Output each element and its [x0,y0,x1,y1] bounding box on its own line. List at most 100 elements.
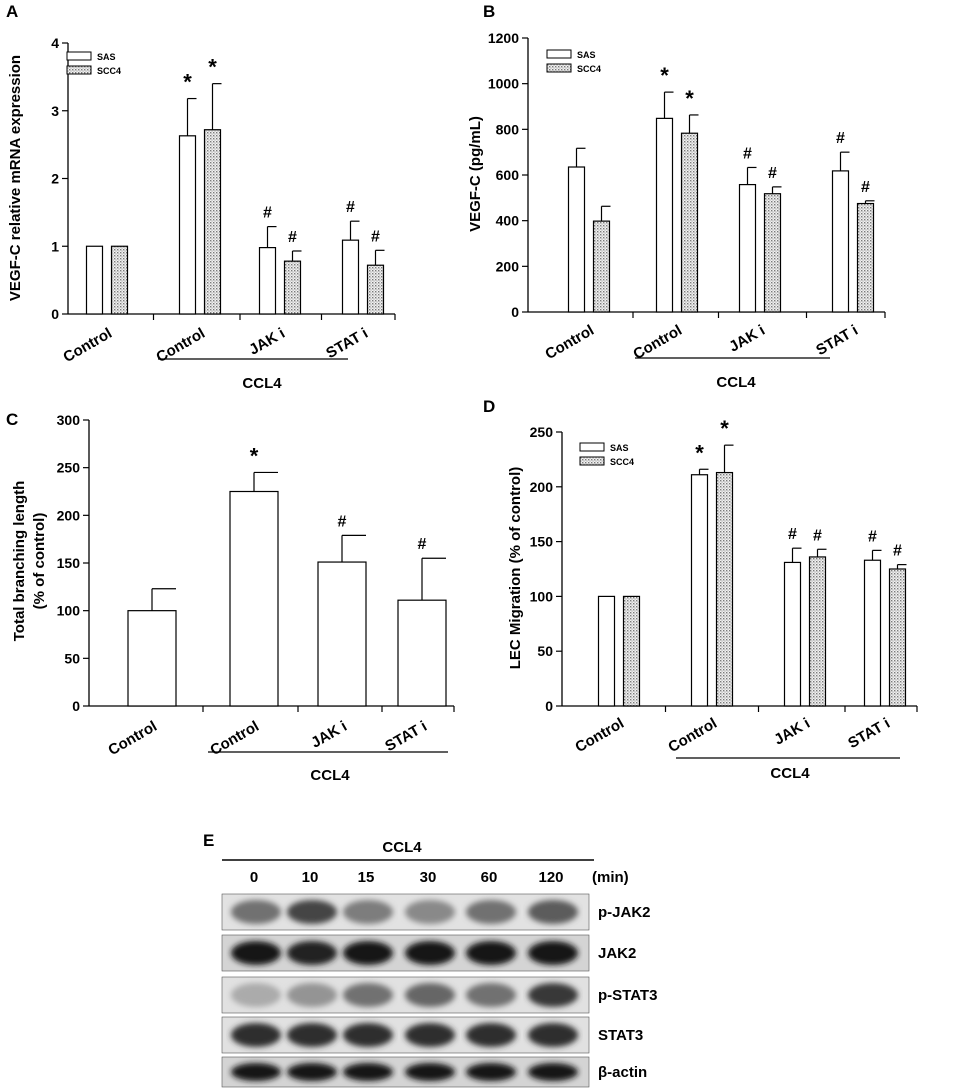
group-label: CCL4 [770,765,810,782]
y-axis-label: LEC Migration (% of control) [507,467,524,669]
legend-swatch-scc4 [546,63,572,73]
hash-mark: # [743,145,752,162]
y-tick-label: 150 [57,555,81,571]
bar-sas-2 [783,561,802,707]
band [466,900,516,924]
band [287,1063,337,1081]
asterisk-mark: * [695,440,704,465]
blot-row-0: p-JAK2 [221,893,651,931]
hash-mark: # [371,228,380,245]
legend-label: SCC4 [577,64,601,74]
category-label: Control [665,715,720,756]
panel-letter: E [203,831,214,850]
bar-sas-2 [738,183,757,313]
y-tick-label: 0 [51,306,59,322]
y-axis-label-line2: (% of control) [31,513,48,610]
band [528,1063,578,1081]
panel-letter: A [6,2,18,21]
timepoint-label: 60 [481,869,498,886]
group-label: CCL4 [242,375,282,392]
timepoint-label: 15 [358,869,375,886]
hash-mark: # [788,526,797,543]
category-label: Control [542,322,597,363]
bar-value-1 [229,490,279,707]
y-tick-label: 50 [64,650,80,666]
band [287,983,337,1007]
hash-mark: # [813,527,822,544]
y-tick-label: 100 [57,603,81,619]
category-label: JAK i [726,322,768,356]
bar-scc4-2 [763,193,782,313]
y-axis-label: VEGF-C (pg/mL) [467,116,484,232]
panel-e: E CCL4 0 10 15 30 60 120 (min) p-JAK2 JAK2 p-STAT3 S… [203,831,657,1088]
y-tick-label: 0 [511,304,519,320]
group-label: CCL4 [310,767,350,784]
legend-swatch-sas [579,442,605,452]
y-tick-label: 1200 [488,30,519,46]
legend-label: SCC4 [610,457,634,467]
panel-b: B 0 200 400 600 800 1000 1200 VEGF-C (pg/mL) * # # *… [467,2,886,391]
hash-mark: # [836,130,845,147]
band [528,941,578,965]
band-label: STAT3 [598,1027,643,1044]
time-unit-label: (min) [592,869,629,886]
bar-sas-1 [690,474,709,707]
band [231,900,281,924]
bar-sas-1 [655,117,674,313]
bar-sas-2 [258,247,277,315]
legend-swatch-sas [546,49,572,59]
band [287,900,337,924]
panel-a: A 0 1 2 3 4 VEGF-C relative mRNA expression * # #… [6,2,396,392]
legend: SAS SCC4 [66,51,121,76]
band [466,983,516,1007]
bar-value-3 [397,599,447,707]
band [343,1023,393,1047]
band [405,983,455,1007]
band [343,900,393,924]
bar-sas-3 [341,239,360,315]
panel-letter: D [483,397,495,416]
hash-mark: # [288,229,297,246]
hash-mark: # [338,513,347,530]
hash-mark: # [418,536,427,553]
bar-sas-1 [178,135,197,315]
band [405,1023,455,1047]
bar-scc4-2 [283,260,302,315]
y-tick-label: 250 [530,424,554,440]
band [287,941,337,965]
bar-scc4-0 [622,595,641,707]
panel-letter: B [483,2,495,21]
category-label: JAK i [246,325,288,359]
panel-letter: C [6,410,18,429]
y-tick-label: 200 [496,258,520,274]
y-tick-label: 2 [51,171,59,187]
asterisk-mark: * [685,86,694,111]
band [528,983,578,1007]
panel-d: D 0 50 100 150 200 250 LEC Migration (% of cont… [483,397,918,782]
y-tick-label: 50 [537,643,553,659]
panel-c: C 0 50 100 150 200 250 300 Total branching lengt… [6,410,455,784]
legend: SAS SCC4 [579,442,634,467]
category-label: STAT i [382,718,430,755]
bar-scc4-1 [203,129,222,315]
timepoint-label: 0 [250,869,258,886]
legend-swatch-scc4 [66,65,92,75]
y-tick-label: 200 [57,507,81,523]
category-label: STAT i [323,325,371,362]
band [231,1023,281,1047]
category-label: Control [105,718,160,759]
asterisk-mark: * [720,416,729,441]
y-tick-label: 1 [51,238,59,254]
y-tick-label: 0 [545,698,553,714]
blot-row-2: p-STAT3 [221,976,657,1014]
legend: SAS SCC4 [546,49,601,74]
band [231,941,281,965]
bar-sas-0 [85,245,104,315]
band [528,900,578,924]
y-tick-label: 4 [51,35,59,51]
hash-mark: # [861,179,870,196]
bar-scc4-1 [680,132,699,313]
band [405,900,455,924]
band [231,983,281,1007]
band [528,1023,578,1047]
